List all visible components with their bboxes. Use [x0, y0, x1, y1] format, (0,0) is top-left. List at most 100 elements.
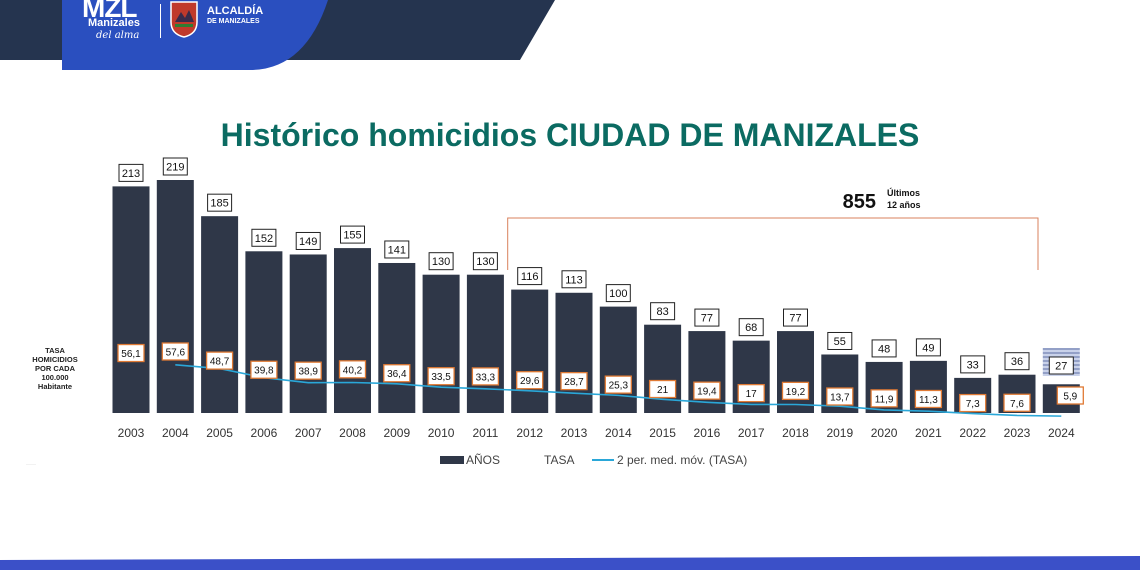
bracket-line — [507, 217, 1039, 270]
value-box-2021 — [915, 338, 941, 357]
tick-label-2003: 2003 — [118, 426, 145, 440]
rate-box-2018 — [781, 381, 810, 401]
rate-label-2011: 33,3 — [476, 372, 496, 383]
rate-label-2020: 11,9 — [875, 394, 894, 405]
bar-2011 — [466, 274, 504, 413]
bar-2012 — [511, 289, 549, 413]
tick-label-2020: 2020 — [871, 426, 898, 440]
bar-2018 — [777, 331, 814, 413]
value-label-2006: 152 — [255, 233, 273, 245]
value-label-2008: 155 — [343, 230, 361, 242]
rate-box-2016 — [693, 381, 721, 400]
annotation-value: 855 — [843, 191, 876, 213]
rate-box-2022 — [959, 393, 987, 413]
rate-box-2015 — [648, 379, 677, 399]
value-label-2007: 149 — [299, 236, 317, 248]
value-box-2020 — [871, 339, 897, 358]
footnote-mark: ····· — [26, 462, 36, 468]
value-box-2013 — [561, 270, 587, 289]
rate-box-2004 — [161, 342, 189, 361]
rate-box-2008 — [338, 360, 367, 379]
value-label-2004: 219 — [166, 162, 184, 174]
bar-2008 — [334, 248, 371, 413]
value-box-2022 — [960, 355, 986, 374]
value-box-2006 — [251, 228, 277, 247]
rate-box-2005 — [205, 351, 234, 370]
rate-label-2014: 25,3 — [609, 381, 629, 392]
org-subname: DE MANIZALES — [207, 18, 260, 25]
tick-label-2015: 2015 — [649, 426, 676, 440]
value-label-2016: 77 — [701, 313, 713, 325]
rate-box-2019 — [826, 387, 854, 406]
rate-label-2018: 19,2 — [786, 387, 806, 398]
annotation-line1: Últimos — [887, 187, 920, 198]
side-rate-label: TASA HOMICIDIOS POR CADA 100.000 Habitan… — [32, 346, 78, 391]
rate-box-2012 — [516, 371, 544, 390]
rate-label-2022: 7,3 — [966, 399, 980, 410]
rate-box-2020 — [870, 389, 898, 408]
value-label-2009: 141 — [388, 244, 406, 256]
tick-label-2006: 2006 — [251, 426, 278, 440]
brand-logo: MZL — [82, 0, 138, 23]
value-label-2019: 55 — [834, 336, 846, 348]
value-label-2015: 83 — [656, 306, 668, 318]
rate-box-2003 — [117, 343, 145, 363]
rate-label-2012: 29,6 — [520, 376, 540, 387]
legend-label-years: AÑOS — [466, 453, 500, 467]
value-box-2008 — [340, 225, 365, 244]
bar-2010 — [422, 274, 460, 413]
value-box-2019 — [827, 331, 853, 350]
bar-2006 — [245, 251, 283, 413]
value-label-2020: 48 — [878, 343, 890, 355]
footer-band — [0, 556, 1140, 570]
value-label-2017: 68 — [745, 322, 757, 334]
rate-label-2017: 17 — [746, 389, 758, 400]
tick-label-2024: 2024 — [1048, 426, 1075, 440]
value-box-2009 — [384, 240, 410, 259]
coat-of-arms-icon — [170, 1, 198, 38]
brand-tagline: del alma — [96, 30, 140, 41]
value-box-2014 — [605, 284, 631, 303]
value-label-2024: 27 — [1055, 361, 1067, 373]
rate-box-2014 — [604, 375, 632, 394]
rate-label-2023: 7,6 — [1010, 399, 1024, 410]
value-label-2011: 130 — [476, 256, 494, 268]
value-label-2021: 49 — [922, 342, 934, 354]
value-box-2016 — [694, 308, 720, 327]
tick-label-2018: 2018 — [782, 426, 809, 440]
value-box-2005 — [207, 193, 233, 212]
value-label-2013: 113 — [565, 274, 583, 286]
rate-box-2007 — [294, 361, 322, 380]
value-box-2004 — [162, 157, 188, 176]
value-box-2010 — [428, 252, 454, 271]
tick-label-2008: 2008 — [339, 426, 366, 440]
bar-2013 — [555, 292, 593, 413]
bar-2007 — [289, 254, 327, 413]
tick-label-2023: 2023 — [1004, 426, 1031, 440]
moving-average-line — [175, 363, 1062, 417]
rate-label-2004: 57,6 — [166, 348, 186, 359]
value-box-2024 — [1048, 356, 1074, 375]
value-label-2014: 100 — [609, 288, 627, 300]
legend-swatch-years — [440, 456, 464, 464]
value-label-2005: 185 — [210, 198, 228, 210]
tick-label-2010: 2010 — [428, 426, 455, 440]
rate-label-2003: 56,1 — [121, 349, 141, 360]
rate-box-2023 — [1003, 393, 1031, 412]
rate-label-2007: 38,9 — [298, 367, 318, 378]
bar-2004 — [156, 180, 194, 413]
legend-label-average: 2 per. med. móv. (TASA) — [617, 453, 747, 467]
rate-box-2017 — [737, 383, 765, 403]
rate-label-2024: 5,9 — [1063, 392, 1077, 403]
value-label-2018: 77 — [789, 313, 801, 325]
rate-box-2013 — [560, 371, 588, 391]
tick-label-2012: 2012 — [516, 426, 543, 440]
value-box-2023 — [1004, 352, 1030, 371]
rate-box-2010 — [427, 367, 455, 386]
value-box-2017 — [738, 318, 764, 337]
bar-2009 — [378, 262, 416, 413]
rate-box-2006 — [250, 360, 278, 379]
tick-label-2016: 2016 — [694, 426, 721, 440]
tick-label-2021: 2021 — [915, 426, 942, 440]
